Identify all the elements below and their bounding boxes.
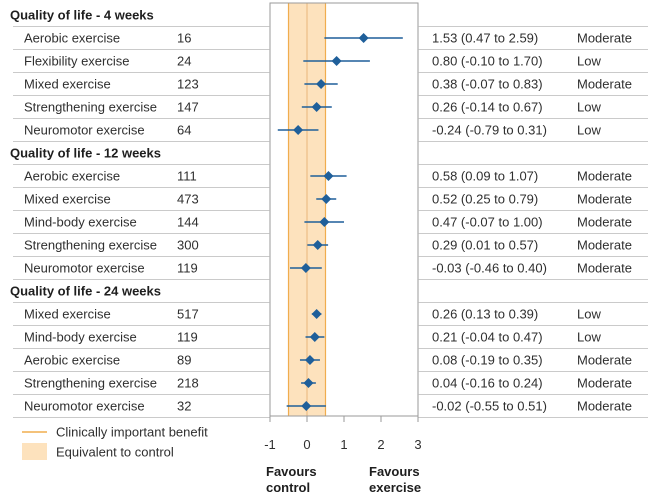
row-label: Mixed exercise [24,192,111,207]
row-n: 119 [177,261,198,276]
row-certainty: Moderate [577,261,632,276]
text-layer: Quality of life - 4 weeks Quality of life… [10,8,632,496]
row-n: 300 [177,238,199,253]
estimate-marker [311,102,322,112]
row-label: Mixed exercise [24,77,111,92]
row-certainty: Moderate [577,192,632,207]
row-estimate-ci: 0.08 (-0.19 to 0.35) [432,353,543,368]
row-label: Neuromotor exercise [24,399,145,414]
row-label: Aerobic exercise [24,169,120,184]
row-n: 517 [177,307,199,322]
x-tick-label: -1 [264,437,276,452]
legend-band-swatch [22,443,47,460]
row-label: Neuromotor exercise [24,123,145,138]
row-label: Mind-body exercise [24,330,137,345]
favours-control-line1: Favours [266,464,317,479]
row-n: 119 [177,330,198,345]
row-n: 64 [177,123,191,138]
group-title: Quality of life - 4 weeks [10,8,154,23]
row-estimate-ci: 0.26 (-0.14 to 0.67) [432,100,543,115]
estimate-marker [303,378,314,388]
estimate-marker [312,240,323,250]
row-n: 16 [177,31,191,46]
row-estimate-ci: 0.38 (-0.07 to 0.83) [432,77,543,92]
row-n: 144 [177,215,199,230]
estimate-marker [300,263,311,273]
row-label: Mind-body exercise [24,215,137,230]
row-estimate-ci: 0.47 (-0.07 to 1.00) [432,215,543,230]
estimate-marker [316,79,327,89]
row-estimate-ci: 1.53 (0.47 to 2.59) [432,31,538,46]
favours-control-line2: control [266,480,310,495]
row-label: Strengthening exercise [24,238,157,253]
row-certainty: Moderate [577,376,632,391]
estimate-marker [309,332,320,342]
row-label: Strengthening exercise [24,100,157,115]
row-certainty: Moderate [577,77,632,92]
row-certainty: Low [577,100,601,115]
row-label: Mixed exercise [24,307,111,322]
legend-band-label: Equivalent to control [56,445,174,460]
row-certainty: Moderate [577,399,632,414]
row-n: 147 [177,100,199,115]
marks-layer [22,33,403,433]
row-n: 218 [177,376,199,391]
favours-exercise-line2: exercise [369,480,421,495]
row-n: 111 [177,169,197,184]
estimate-marker [319,217,330,227]
row-n: 473 [177,192,199,207]
row-certainty: Low [577,330,601,345]
row-certainty: Low [577,123,601,138]
row-n: 123 [177,77,199,92]
row-estimate-ci: 0.58 (0.09 to 1.07) [432,169,538,184]
row-certainty: Moderate [577,238,632,253]
row-estimate-ci: -0.03 (-0.46 to 0.40) [432,261,547,276]
row-estimate-ci: 0.29 (0.01 to 0.57) [432,238,538,253]
background-layer [22,3,327,460]
row-certainty: Moderate [577,353,632,368]
row-n: 24 [177,54,191,69]
row-certainty: Low [577,307,601,322]
row-label: Strengthening exercise [24,376,157,391]
row-label: Aerobic exercise [24,31,120,46]
row-label: Neuromotor exercise [24,261,145,276]
row-label: Flexibility exercise [24,54,129,69]
estimate-marker [331,56,342,66]
row-certainty: Low [577,54,601,69]
estimate-marker [304,355,315,365]
x-tick-label: 3 [414,437,421,452]
row-estimate-ci: -0.02 (-0.55 to 0.51) [432,399,547,414]
row-estimate-ci: 0.04 (-0.16 to 0.24) [432,376,543,391]
estimate-marker [358,33,369,43]
estimate-marker [321,194,332,204]
row-certainty: Moderate [577,169,632,184]
row-estimate-ci: 0.52 (0.25 to 0.79) [432,192,538,207]
estimate-marker [293,125,304,135]
row-estimate-ci: -0.24 (-0.79 to 0.31) [432,123,547,138]
row-n: 32 [177,399,191,414]
row-n: 89 [177,353,191,368]
favours-exercise-line1: Favours [369,464,420,479]
x-tick-label: 0 [303,437,310,452]
estimate-marker [311,309,322,319]
x-tick-label: 1 [340,437,347,452]
row-certainty: Moderate [577,215,632,230]
row-estimate-ci: 0.21 (-0.04 to 0.47) [432,330,543,345]
row-estimate-ci: 0.26 (0.13 to 0.39) [432,307,538,322]
estimate-marker [301,401,312,411]
x-tick-label: 2 [377,437,384,452]
legend-line-label: Clinically important benefit [56,425,208,440]
group-title: Quality of life - 12 weeks [10,146,161,161]
estimate-marker [323,171,334,181]
row-estimate-ci: 0.80 (-0.10 to 1.70) [432,54,543,69]
row-certainty: Moderate [577,31,632,46]
group-title: Quality of life - 24 weeks [10,284,161,299]
gridline-layer [13,2,648,422]
row-label: Aerobic exercise [24,353,120,368]
